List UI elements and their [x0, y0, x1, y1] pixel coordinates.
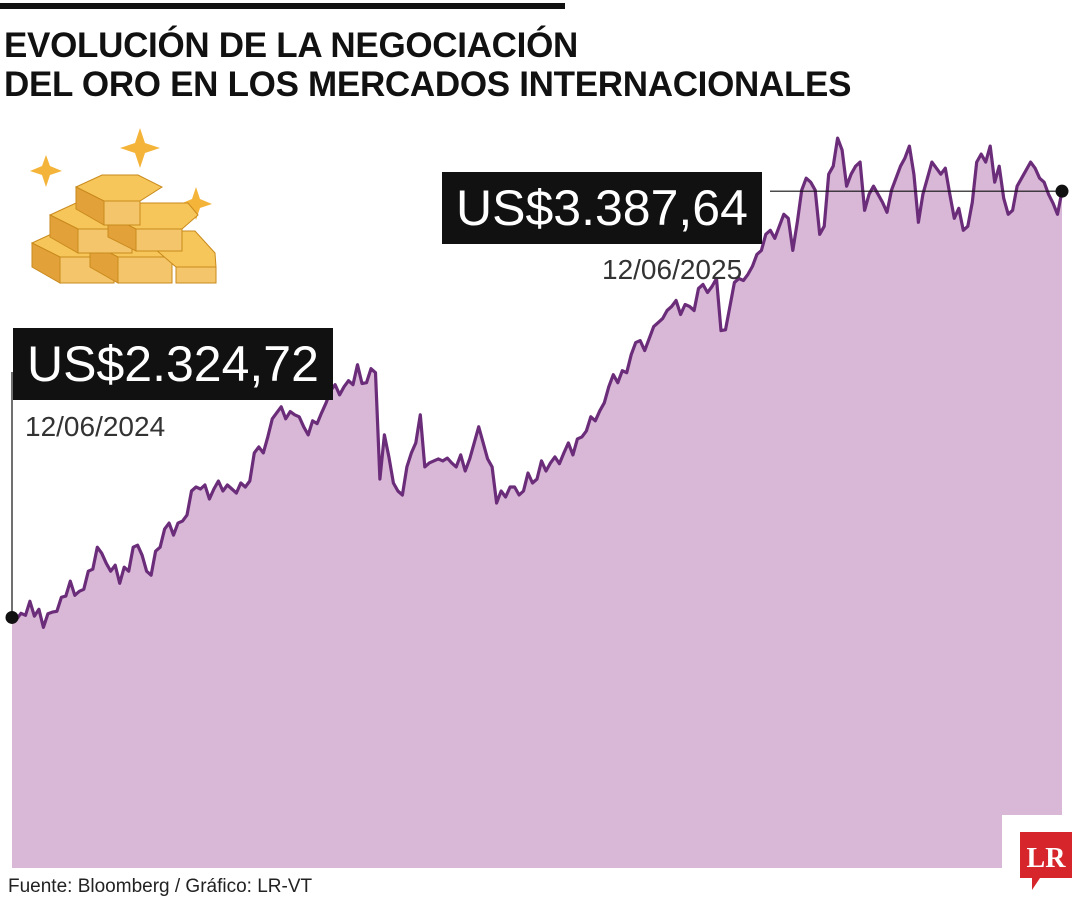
end-point-marker: [1055, 184, 1069, 198]
chart-title-line-1: EVOLUCIÓN DE LA NEGOCIACIÓN: [4, 26, 578, 65]
end-date-label: 12/06/2025: [602, 254, 743, 285]
end-price-label: US$3.387,64: [442, 172, 762, 244]
source-note: Fuente: Bloomberg / Gráfico: LR-VT: [8, 876, 313, 897]
top-rule: [0, 3, 565, 9]
price-line: [11, 136, 1064, 629]
sparkle-icons: [30, 128, 212, 220]
gold-bars-icon: [30, 128, 217, 284]
chart-title-line-2: DEL ORO EN LOS MERCADOS INTERNACIONALES: [4, 65, 852, 104]
start-price-label: US$2.324,72: [13, 328, 333, 400]
svg-text:LR: LR: [1027, 843, 1067, 874]
lr-logo: LR: [1002, 815, 1080, 900]
start-point-marker: [5, 610, 19, 624]
gold-bars: [30, 174, 217, 284]
chart-title: EVOLUCIÓN DE LA NEGOCIACIÓN DEL ORO EN L…: [4, 26, 851, 104]
price-area: [12, 138, 1062, 869]
start-date-label: 12/06/2024: [25, 411, 166, 442]
